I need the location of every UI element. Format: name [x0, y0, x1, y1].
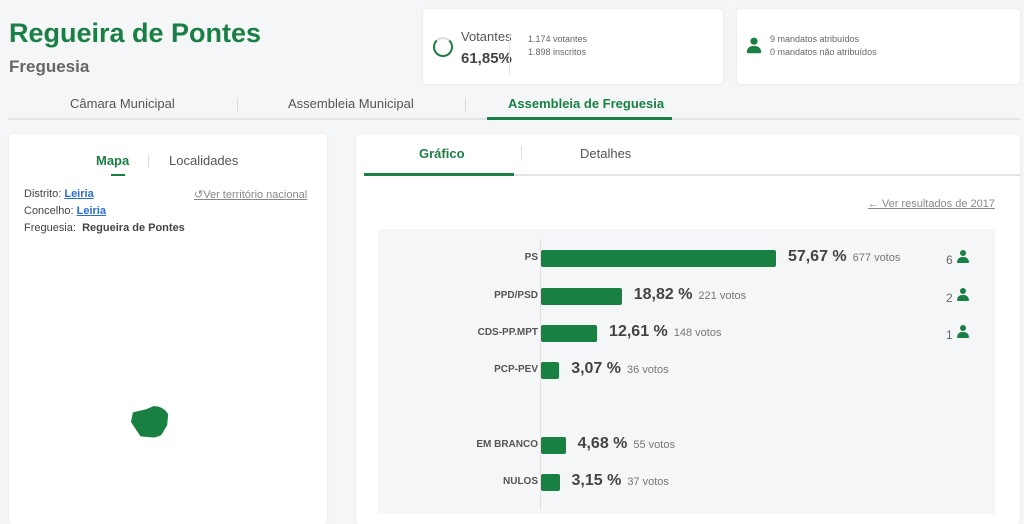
- tab-localidades[interactable]: Localidades: [169, 153, 239, 168]
- previous-results-label: Ver resultados de 2017: [881, 198, 995, 210]
- active-tab-indicator: [487, 117, 672, 120]
- votes-label: 677 votos: [852, 252, 901, 264]
- tab-assembleia-freguesia[interactable]: Assembleia de Freguesia: [508, 96, 665, 111]
- percent-value: 3,07 %: [571, 360, 621, 377]
- party-label: PCP-PEV: [494, 364, 538, 375]
- results-panel: Gráfico Detalhes ← Ver resultados de 201…: [356, 134, 1020, 524]
- tab-camara-municipal[interactable]: Câmara Municipal: [70, 96, 175, 111]
- registered-count: 1.898 inscritos: [528, 47, 587, 57]
- turnout-card: Votantes 61,85% 1.174 votantes 1.898 insc…: [423, 9, 723, 84]
- parish-map-shape[interactable]: [131, 406, 169, 438]
- mandates-card: 9 mandatos atribuídos 0 mandatos não atri…: [737, 9, 1020, 84]
- percent-value: 12,61 %: [609, 323, 668, 340]
- votes-label: 55 votos: [633, 439, 675, 451]
- seats: 1: [946, 325, 970, 342]
- arrow-left-icon: ←: [867, 198, 882, 210]
- mandates-assigned: 9 mandatos atribuídos: [770, 34, 860, 44]
- votes-label: 36 votos: [627, 364, 669, 376]
- percent-label: 4,68 % 55 votos: [578, 435, 675, 453]
- result-bar[interactable]: [541, 325, 598, 342]
- concelho-label: Concelho:: [24, 205, 74, 217]
- person-icon: [956, 325, 970, 339]
- divider: [509, 33, 510, 75]
- party-label: PPD/PSD: [494, 290, 538, 301]
- seats-count: 1: [946, 328, 953, 342]
- result-bar[interactable]: [541, 288, 622, 305]
- percent-value: 4,68 %: [577, 435, 628, 452]
- percent-label: 12,61 % 148 votos: [609, 323, 721, 341]
- concelho-link[interactable]: Leiria: [76, 205, 106, 217]
- person-icon: [956, 288, 970, 302]
- percent-value: 3,15 %: [571, 472, 622, 489]
- chart-row: PPD/PSD 18,82 % 221 votos 2: [378, 286, 995, 306]
- freguesia-label: Freguesia:: [24, 222, 76, 234]
- votes-label: 148 votos: [673, 327, 722, 339]
- map-panel: Mapa Localidades Distrito: Leiria Concel…: [9, 134, 327, 524]
- election-tabs: Câmara Municipal Assembleia Municipal As…: [8, 92, 1020, 120]
- turnout-label: Votantes: [461, 29, 512, 44]
- seats-count: 6: [946, 253, 953, 267]
- distrito-label: Distrito:: [24, 188, 62, 200]
- percent-value: 18,82 %: [633, 286, 693, 303]
- chart-axis: [540, 239, 541, 509]
- person-icon: [956, 250, 970, 264]
- percent-label: 3,07 % 36 votos: [571, 360, 668, 378]
- percent-label: 18,82 % 221 votos: [634, 286, 746, 304]
- result-bar[interactable]: [541, 362, 560, 379]
- divider: [148, 155, 149, 168]
- chart-row: PS 57,67 % 677 votos 6: [378, 248, 995, 268]
- national-link-label: Ver território nacional: [203, 189, 308, 201]
- result-bar[interactable]: [541, 437, 566, 454]
- tab-detalhes[interactable]: Detalhes: [580, 146, 632, 161]
- undo-icon: ↺: [194, 189, 204, 201]
- seats: 6: [946, 250, 970, 267]
- chart-row: CDS-PP.MPT 12,61 % 148 votos 1: [378, 323, 995, 343]
- party-label: PS: [524, 252, 538, 263]
- active-tab-indicator: [111, 174, 125, 176]
- results-chart: PS 57,67 % 677 votos 6 PPD/PSD 18,82 % 221 …: [378, 229, 995, 514]
- distrito-link[interactable]: Leiria: [64, 188, 94, 200]
- party-label: EM BRANCO: [476, 439, 538, 450]
- mandates-unassigned: 0 mandatos não atribuídos: [770, 47, 877, 57]
- chart-row: EM BRANCO 4,68 % 55 votos: [378, 435, 995, 455]
- national-link[interactable]: ↺Ver território nacional: [194, 188, 307, 201]
- page-title: Regueira de Pontes: [9, 18, 262, 48]
- seats-count: 2: [946, 291, 953, 305]
- turnout-progress-icon: [433, 37, 453, 57]
- tab-grafico[interactable]: Gráfico: [419, 146, 465, 161]
- active-tab-indicator: [364, 173, 514, 176]
- voters-count: 1.174 votantes: [528, 34, 588, 44]
- chart-row: PCP-PEV 3,07 % 36 votos: [378, 360, 995, 380]
- result-bar[interactable]: [541, 250, 776, 267]
- freguesia-value: Regueira de Pontes: [82, 222, 185, 234]
- votes-label: 37 votos: [627, 476, 669, 488]
- chart-row: NULOS 3,15 % 37 votos: [378, 472, 995, 492]
- result-bar[interactable]: [541, 474, 560, 491]
- divider: [521, 146, 522, 160]
- seats: 2: [946, 288, 970, 305]
- page-subtitle: Freguesia: [9, 57, 90, 76]
- divider: [465, 98, 466, 112]
- party-label: NULOS: [503, 476, 538, 487]
- turnout-percent: 61,85%: [461, 50, 512, 67]
- tab-assembleia-municipal[interactable]: Assembleia Municipal: [288, 96, 414, 111]
- percent-label: 3,15 % 37 votos: [572, 472, 669, 490]
- percent-value: 57,67 %: [787, 248, 847, 265]
- percent-label: 57,67 % 677 votos: [788, 248, 900, 266]
- votes-label: 221 votos: [698, 290, 747, 302]
- divider: [237, 98, 238, 112]
- tab-mapa[interactable]: Mapa: [96, 153, 130, 168]
- previous-results-link[interactable]: ← Ver resultados de 2017: [868, 198, 995, 210]
- person-icon: [746, 37, 763, 55]
- party-label: CDS-PP.MPT: [477, 327, 538, 338]
